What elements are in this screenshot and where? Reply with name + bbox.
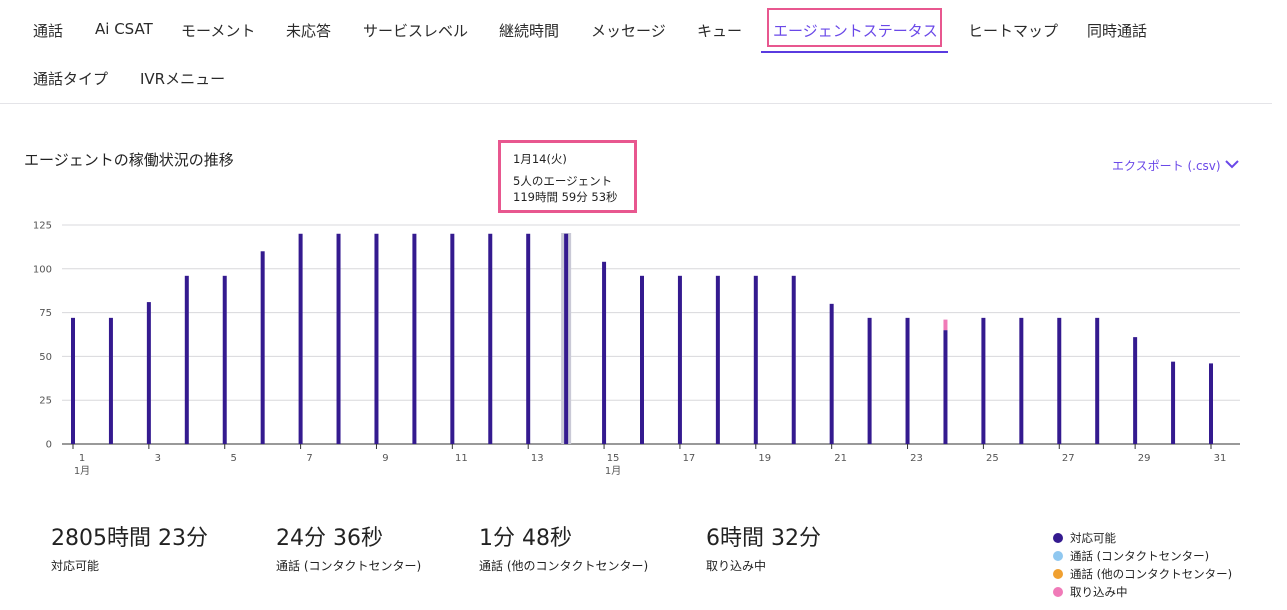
bar[interactable] [829, 303, 834, 444]
x-tick-label: 15 [607, 453, 620, 464]
chart-tooltip: 1月14(火) 5人のエージェント 119時間 59分 53秒 [498, 140, 637, 213]
y-tick-label: 100 [33, 264, 52, 275]
legend-label-capture: 取り込み中 [1070, 585, 1128, 599]
legend-label-call-contact-center: 通話 (コンタクトセンター) [1070, 549, 1210, 563]
x-tick-label: 25 [986, 453, 999, 464]
y-tick-label: 75 [39, 308, 52, 319]
bar[interactable] [943, 319, 948, 331]
active-tab-underline [761, 51, 948, 53]
x-tick-label: 3 [155, 453, 161, 464]
chart-title: エージェントの稼働状況の推移 [24, 151, 234, 169]
legend-label-available: 対応可能 [1070, 531, 1116, 545]
bar[interactable] [867, 317, 872, 444]
bar[interactable] [336, 233, 341, 444]
x-tick-label: 7 [306, 453, 312, 464]
tooltip-date: 1月14(火) [513, 152, 567, 166]
bar[interactable] [981, 317, 986, 444]
tab-heatmap[interactable]: ヒートマップ [968, 22, 1059, 40]
tooltip-agents: 5人のエージェント [513, 174, 613, 188]
bar[interactable] [298, 233, 303, 444]
tab-calls[interactable]: 通話 [33, 22, 64, 40]
stat-call-contact-center-label: 通話 (コンタクトセンター) [276, 559, 422, 573]
bar[interactable] [412, 233, 417, 444]
y-tick-label: 0 [46, 440, 52, 451]
export-csv-button[interactable]: エクスポート (.csv) [1112, 159, 1221, 173]
x-tick-label: 27 [1062, 453, 1075, 464]
bar[interactable] [108, 317, 113, 444]
stat-call-other-center-label: 通話 (他のコンタクトセンター) [479, 559, 649, 573]
x-tick-label: 31 [1214, 453, 1227, 464]
x-tick-label: 21 [834, 453, 847, 464]
x-tick-sublabel: 1月 [74, 465, 90, 477]
active-tab-highlight [767, 8, 942, 47]
bar[interactable] [526, 233, 531, 444]
tab-queue[interactable]: キュー [697, 22, 743, 40]
tab-duration[interactable]: 継続時間 [499, 22, 560, 40]
bar[interactable] [374, 233, 379, 444]
tab-messages[interactable]: メッセージ [591, 22, 666, 40]
tooltip-duration: 119時間 59分 53秒 [513, 190, 618, 204]
bar[interactable] [1209, 363, 1213, 444]
bar[interactable] [450, 233, 455, 444]
tab-agent-status[interactable]: エージェントステータス [773, 22, 938, 40]
tab-call-type[interactable]: 通話タイプ [33, 70, 109, 88]
stat-available-label: 対応可能 [51, 559, 100, 573]
bar[interactable] [1095, 317, 1100, 444]
legend-swatch-capture [1053, 587, 1063, 597]
y-tick-label: 25 [39, 396, 52, 407]
bar[interactable] [184, 275, 189, 444]
x-tick-label: 5 [231, 453, 237, 464]
bar[interactable] [905, 317, 910, 444]
bar[interactable] [488, 233, 493, 444]
tab-moments[interactable]: モーメント [181, 22, 256, 40]
x-tick-label: 17 [683, 453, 696, 464]
x-tick-label: 11 [455, 453, 468, 464]
tab-ivr-menu[interactable]: IVRメニュー [140, 70, 226, 88]
legend-swatch-available [1053, 533, 1063, 543]
stat-call-other-center-value: 1分 48秒 [479, 526, 572, 551]
stat-capture-label: 取り込み中 [706, 559, 767, 573]
bar[interactable] [222, 275, 227, 444]
bar[interactable] [715, 275, 720, 444]
tab-service-level[interactable]: サービスレベル [363, 22, 469, 40]
tab-unanswered[interactable]: 未応答 [286, 22, 332, 40]
bar[interactable] [753, 275, 758, 444]
tab-ai-csat[interactable]: Ai CSAT [95, 20, 153, 38]
bar[interactable] [1171, 361, 1176, 444]
x-tick-sublabel: 1月 [605, 465, 621, 477]
tab-concurrent-calls[interactable]: 同時通話 [1087, 22, 1148, 40]
bar[interactable] [146, 302, 151, 444]
bar[interactable] [1133, 337, 1138, 444]
tab-bar: 通話 Ai CSAT モーメント 未応答 サービスレベル 継続時間 メッセージ … [0, 0, 1272, 104]
bar[interactable] [260, 251, 265, 444]
legend-swatch-call-other-center [1053, 569, 1063, 579]
x-tick-label: 13 [531, 453, 544, 464]
bar[interactable] [1057, 317, 1062, 444]
bar[interactable] [71, 317, 75, 444]
bar[interactable] [677, 275, 682, 444]
bar[interactable] [640, 275, 644, 444]
chevron-down-icon[interactable] [1224, 157, 1240, 171]
x-tick-label: 19 [758, 453, 771, 464]
bar[interactable] [602, 261, 607, 444]
x-tick-label: 9 [382, 453, 388, 464]
x-tick-label: 29 [1138, 453, 1151, 464]
bar[interactable] [1019, 317, 1024, 444]
legend-label-call-other-center: 通話 (他のコンタクトセンター) [1070, 567, 1233, 581]
bar[interactable] [943, 330, 948, 444]
stat-capture-value: 6時間 32分 [706, 526, 821, 551]
bar[interactable] [791, 275, 796, 444]
legend-swatch-call-contact-center [1053, 551, 1063, 561]
bar[interactable] [564, 233, 569, 444]
y-tick-label: 125 [33, 221, 52, 232]
x-tick-label: 23 [910, 453, 923, 464]
stat-call-contact-center-value: 24分 36秒 [276, 526, 383, 551]
x-tick-label: 1 [79, 453, 85, 464]
y-tick-label: 50 [39, 352, 52, 363]
stat-available-value: 2805時間 23分 [51, 526, 208, 551]
